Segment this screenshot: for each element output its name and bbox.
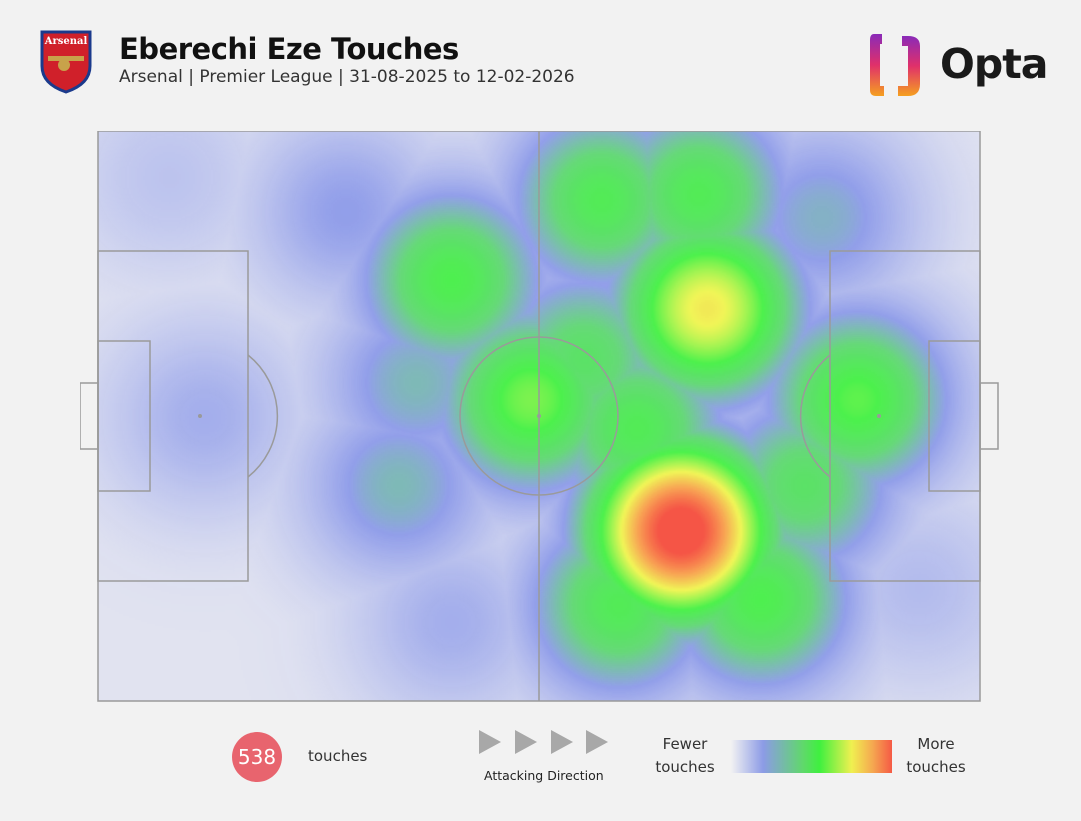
left-penalty-area bbox=[97, 250, 249, 582]
legend-high-label: More touches bbox=[905, 733, 967, 779]
left-goal bbox=[80, 382, 99, 450]
page-title: Eberechi Eze Touches bbox=[119, 32, 459, 66]
opta-logo-text: Opta bbox=[940, 40, 1048, 88]
legend-low-label: Fewer touches bbox=[655, 733, 715, 779]
left-penalty-arc bbox=[247, 354, 279, 478]
heatmap-color-scale bbox=[731, 740, 892, 773]
centre-circle bbox=[459, 336, 619, 496]
left-six-yard-box bbox=[97, 340, 151, 492]
attacking-direction-label: Attacking Direction bbox=[484, 768, 604, 783]
touch-count-label: touches bbox=[308, 747, 368, 765]
right-penalty-area bbox=[829, 250, 981, 582]
attacking-direction-arrows-icon bbox=[479, 730, 608, 754]
svg-text:Arsenal: Arsenal bbox=[44, 36, 88, 47]
right-penalty-arc bbox=[799, 354, 831, 478]
legend-low-line1: Fewer bbox=[662, 735, 708, 753]
centre-spot bbox=[537, 414, 541, 418]
right-penalty-spot bbox=[877, 414, 881, 418]
touch-count-badge: 538 bbox=[232, 732, 282, 782]
opta-logo-icon bbox=[870, 34, 920, 96]
legend-high-line2: touches bbox=[906, 758, 966, 776]
right-goal bbox=[979, 382, 999, 450]
legend-low-line2: touches bbox=[655, 758, 715, 776]
right-six-yard-box bbox=[928, 340, 981, 492]
arsenal-crest-icon: Arsenal bbox=[40, 30, 92, 94]
left-penalty-spot bbox=[198, 414, 202, 418]
page-subtitle: Arsenal | Premier League | 31-08-2025 to… bbox=[119, 67, 575, 87]
legend-high-line1: More bbox=[917, 735, 955, 753]
pitch-markings bbox=[80, 131, 999, 702]
